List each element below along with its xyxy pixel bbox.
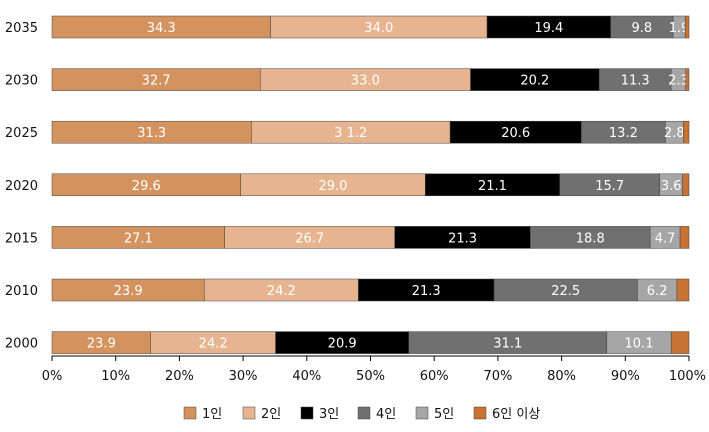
legend-swatch [300,406,314,420]
y-tick-label: 2015 [5,231,38,246]
data-label: 31.1 [493,337,522,352]
y-axis-labels: 2035 2030 2025 2020 2015 2010 2000 [5,21,38,352]
bar-segment [670,331,690,354]
y-tick-label: 2030 [5,74,38,89]
x-tick-label: 60% [420,369,449,384]
legend: 1인 2인 3인 4인 5인 6인 이상 [183,406,540,422]
data-label: 2.8 [664,126,685,141]
data-label: 2.3 [668,74,689,89]
x-tick-label: 70% [483,369,512,384]
data-label: 22.5 [551,284,580,299]
legend-swatch [473,406,487,420]
legend-swatch [415,406,429,420]
data-label: 34.3 [147,21,176,36]
data-label: 21.3 [448,231,477,246]
data-label: 19.4 [534,21,563,36]
bars-group: 34.3 34.0 19.4 9.8 1.9 32.7 33.0 20.2 11.3 2.3 31.… [51,15,690,354]
data-label: 33.0 [351,74,380,89]
y-tick-label: 2025 [5,126,38,141]
data-label: 9.8 [632,21,653,36]
data-label: 29.0 [318,179,347,194]
x-tick-label: 100% [669,369,706,384]
legend-label: 5인 [434,407,454,422]
bar-segment [682,173,690,197]
data-label: 10.1 [625,337,654,352]
legend-swatch [242,406,256,420]
data-label: 3.6 [661,179,682,194]
bar-segment [685,68,690,91]
x-tick-label: 30% [229,369,258,384]
legend-swatch [357,406,371,420]
data-label: 24.2 [199,337,228,352]
legend-label: 6인 이상 [492,407,540,422]
x-tick-label: 90% [611,369,640,384]
x-tick-label: 0% [42,369,63,384]
x-tick-label: 50% [356,369,385,384]
legend-swatch [183,406,197,420]
bar-segment [679,226,690,249]
x-tick-label: 40% [292,369,321,384]
x-axis: 0% 10% 20% 30% 40% 50% 60% 70% 80% 90% 100% [42,355,706,384]
data-label: 1.9 [669,21,690,36]
data-label: 24.2 [267,284,296,299]
x-tick-label: 20% [165,369,194,384]
data-label: 20.2 [520,74,549,89]
bar-segment [683,120,690,144]
data-label: 20.9 [328,337,357,352]
y-tick-label: 2035 [5,21,38,36]
data-label: 20.6 [501,126,530,141]
data-label: 4.7 [655,231,676,246]
y-tick-label: 2000 [5,337,38,352]
data-label: 27.1 [124,231,153,246]
data-label: 15.7 [595,179,624,194]
legend-label: 3인 [319,407,339,422]
y-tick-label: 2020 [5,179,38,194]
data-label: 6.2 [647,284,668,299]
legend-label: 1인 [202,407,222,422]
data-label: 11.3 [621,74,650,89]
data-label: 31.3 [137,126,166,141]
data-label: 23.9 [87,337,116,352]
data-label: 3 1.2 [334,126,367,141]
data-label: 21.1 [478,179,507,194]
data-label: 18.8 [576,231,605,246]
y-tick-label: 2010 [5,284,38,299]
legend-label: 4인 [376,407,396,422]
data-label: 23.9 [114,284,143,299]
x-tick-label: 80% [547,369,576,384]
data-label: 32.7 [142,74,171,89]
x-tick-label: 10% [101,369,130,384]
data-label: 29.6 [132,179,161,194]
bar-segment [676,278,690,302]
data-label: 34.0 [364,21,393,36]
data-label: 13.2 [609,126,638,141]
bar-segment [684,15,690,39]
legend-label: 2인 [261,407,281,422]
data-label: 21.3 [412,284,441,299]
data-label: 26.7 [295,231,324,246]
